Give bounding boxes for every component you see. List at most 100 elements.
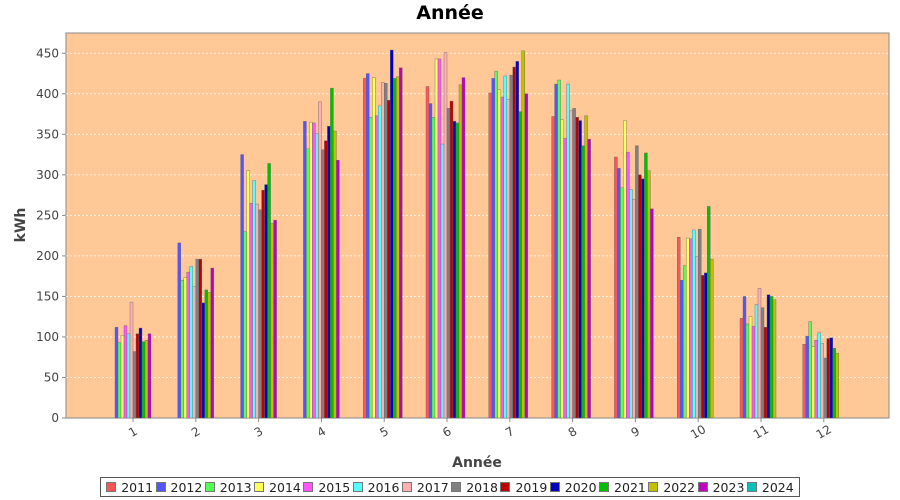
legend-label: 2014 [269,479,301,495]
bar-2013-5 [369,117,373,419]
bar-2014-2 [183,277,188,419]
bar-2013-4 [306,148,310,419]
bar-2015-6 [437,58,442,419]
bar-2018-3 [258,209,262,419]
bar-2014-6 [434,58,439,419]
bar-2020-4 [327,126,331,419]
bar-2021-12 [832,348,836,419]
x-axis-title: Année [452,455,502,471]
y-tick-label: 400 [36,87,59,101]
y-tick-label: 0 [51,411,59,425]
legend-item: 2016 [352,480,399,495]
bar-2021-5 [393,78,397,419]
bar-2020-12 [829,337,833,419]
legend-item: 2019 [500,480,547,495]
bar-2019-1 [135,333,140,419]
bar-2020-10 [704,272,708,419]
bar-2014-4 [309,121,313,419]
bar-2021-11 [769,296,774,419]
legend-swatch [352,482,363,492]
bar-2019-9 [638,174,642,419]
bar-2012-10 [680,280,684,419]
legend-label: 2015 [318,479,351,495]
bar-2013-2 [180,280,185,419]
legend-item: 2014 [254,480,301,495]
bar-2017-12 [820,343,824,419]
bar-2021-9 [644,152,648,419]
legend-label: 2024 [761,479,794,495]
legend-label: 2017 [416,479,449,495]
bar-2018-7 [509,74,513,419]
legend-item: 2011 [106,480,153,495]
x-tick-label: 4 [315,424,329,440]
bar-2016-11 [754,304,759,419]
bar-2016-7 [503,75,507,419]
bar-2021-8 [581,145,585,419]
bar-2017-10 [695,256,699,419]
legend-item: 2018 [451,480,498,495]
legend-swatch [746,482,757,492]
bar-2017-1 [129,301,134,419]
legend-swatch [451,482,462,492]
bar-2021-1 [141,341,146,419]
bar-2015-7 [500,96,504,419]
bar-2020-3 [264,184,268,419]
legend-item: 2017 [401,479,449,495]
bar-2012-8 [554,83,558,419]
bar-2023-8 [587,138,591,419]
bar-2016-8 [566,83,570,419]
bar-2020-5 [390,49,394,419]
bar-2017-8 [569,110,573,419]
bar-2018-11 [760,307,765,419]
bar-2016-10 [692,229,696,419]
bar-2019-7 [512,66,516,419]
bar-2014-8 [560,119,564,419]
bar-2020-9 [641,178,645,419]
bar-2021-2 [204,289,209,419]
bar-2017-5 [381,82,385,419]
y-tick-label: 100 [36,330,59,344]
bar-2015-5 [375,115,379,419]
bar-2012-3 [240,154,244,419]
bar-2013-10 [683,265,687,419]
bar-2016-12 [817,332,821,419]
bar-2021-4 [330,87,334,419]
bar-2013-11 [745,323,750,419]
bar-2023-1 [147,333,152,419]
y-axis-title: kWh [13,208,29,243]
bar-2019-4 [324,140,328,419]
bar-2020-11 [766,294,771,419]
legend-label: 2013 [219,479,252,495]
x-tick-label: 1 [126,424,140,440]
bar-2013-1 [117,342,122,419]
bar-2023-3 [273,220,277,419]
x-tick-label: 10 [688,422,708,442]
bar-2022-6 [458,84,463,419]
bar-2015-11 [751,326,756,419]
legend-label: 2020 [564,479,597,495]
bar-2016-3 [252,180,256,419]
legend-swatch [254,482,265,492]
legend-label: 2023 [712,479,745,495]
bar-2018-9 [635,145,639,419]
bar-2022-12 [835,352,839,419]
bar-2021-3 [267,163,271,419]
bar-2022-8 [584,115,588,419]
bar-2016-1 [126,333,131,419]
bar-2018-10 [698,228,702,419]
legend: 2011 2012 2013 2014 2015 2016 2017 2018 2019 2020… [100,477,800,497]
bar-2013-12 [808,321,812,419]
x-tick-label: 7 [503,424,517,440]
bar-2016-2 [189,266,194,419]
bar-2015-10 [689,238,693,419]
legend-item: 2012 [155,480,202,495]
bar-2014-11 [748,316,753,419]
legend-swatch [599,482,610,492]
bar-2017-11 [757,288,762,419]
bar-2021-6 [455,122,460,419]
bar-2012-7 [491,78,495,419]
legend-item: 2021 [599,480,646,495]
bar-2014-12 [811,346,815,419]
bar-2014-1 [120,335,125,419]
